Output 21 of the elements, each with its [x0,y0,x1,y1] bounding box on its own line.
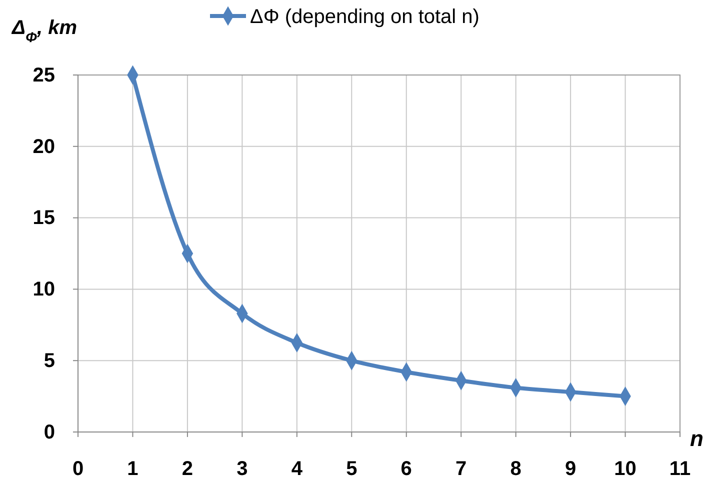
x-tick-label: 5 [346,458,358,480]
y-tick-label: 10 [32,278,55,301]
x-tick-label: 7 [456,458,467,480]
x-tick-label: 4 [291,458,304,480]
y-tick-label: 20 [32,136,55,158]
x-tick-label: 8 [510,458,522,480]
x-axis-title: n [690,426,704,451]
x-tick-label: 11 [669,458,691,480]
legend-label: ΔΦ (depending on total n) [250,6,480,28]
y-tick-label: 0 [44,421,55,444]
y-axis-title: Δ$_{Φ}$, km [11,17,77,45]
x-tick-label: 9 [564,458,576,480]
x-tick-label: 1 [127,458,138,480]
x-tick-label: 0 [72,458,84,480]
x-tick-label: 3 [236,458,248,480]
x-tick-label: 2 [182,458,194,480]
y-tick-label: 5 [44,350,55,372]
x-tick-label: 10 [614,458,636,480]
y-tick-label: 15 [32,207,55,230]
x-tick-label: 6 [400,458,412,480]
y-tick-label: 25 [32,64,55,86]
